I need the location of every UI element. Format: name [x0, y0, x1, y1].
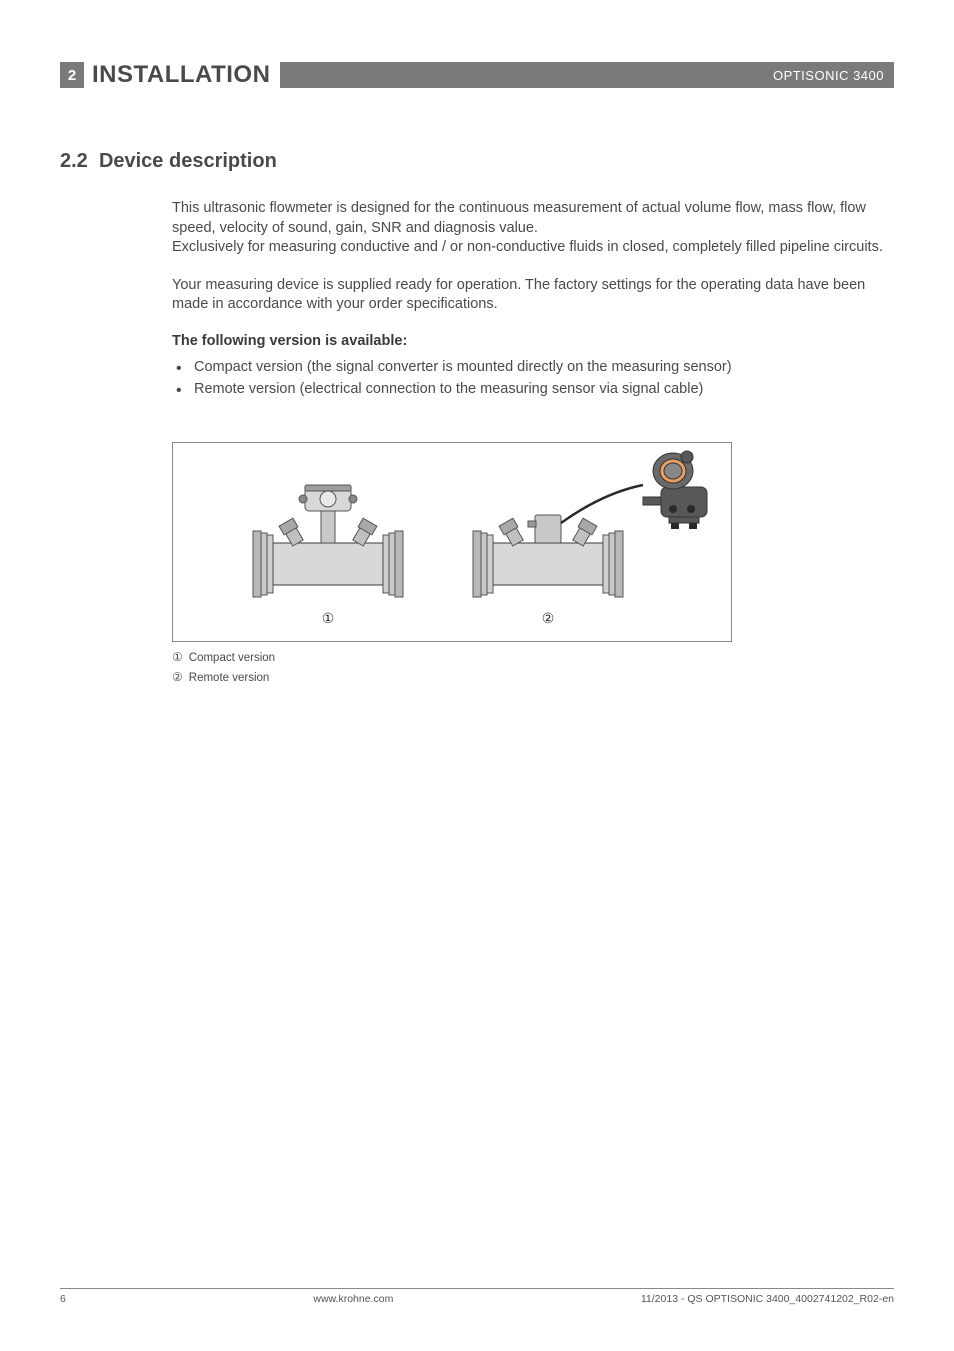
device-illustration-svg: ①: [173, 443, 733, 643]
footer-url: www.krohne.com: [313, 1293, 393, 1305]
legend-mark-1: ①: [172, 650, 183, 664]
page-number: 6: [60, 1293, 66, 1305]
chapter-number-box: 2: [60, 62, 84, 88]
content-area: 2.2 Device description This ultrasonic f…: [60, 150, 894, 687]
figure-legend: ① Compact version ② Remote version: [172, 648, 894, 687]
chapter-title: INSTALLATION: [92, 61, 270, 89]
section-number: 2.2: [60, 150, 88, 172]
list-item: Remote version (electrical connection to…: [172, 379, 894, 401]
figure-callout-2: ②: [542, 610, 555, 626]
footer-docref: 11/2013 - QS OPTISONIC 3400_4002741202_R…: [641, 1293, 894, 1305]
bullet-list: Compact version (the signal converter is…: [172, 357, 894, 401]
section-title: Device description: [99, 150, 277, 172]
list-item: Compact version (the signal converter is…: [172, 357, 894, 379]
device-figure: ①: [172, 442, 732, 642]
page-header: 2 INSTALLATION OPTISONIC 3400: [60, 62, 894, 88]
paragraph-2: Your measuring device is supplied ready …: [172, 276, 894, 315]
legend-text-2: Remote version: [189, 672, 270, 684]
paragraph-1: This ultrasonic flowmeter is designed fo…: [172, 199, 894, 258]
figure-callout-1: ①: [322, 610, 335, 626]
chapter-number: 2: [68, 67, 76, 84]
legend-item-1: ① Compact version: [172, 648, 894, 667]
product-name: OPTISONIC 3400: [773, 68, 884, 83]
legend-item-2: ② Remote version: [172, 668, 894, 687]
legend-mark-2: ②: [172, 670, 183, 684]
versions-subheading: The following version is available:: [172, 333, 894, 349]
section-heading: 2.2 Device description: [60, 150, 894, 173]
page-footer: 6 www.krohne.com 11/2013 - QS OPTISONIC …: [60, 1288, 894, 1305]
legend-text-1: Compact version: [189, 652, 275, 664]
header-stripe: OPTISONIC 3400: [280, 62, 894, 88]
